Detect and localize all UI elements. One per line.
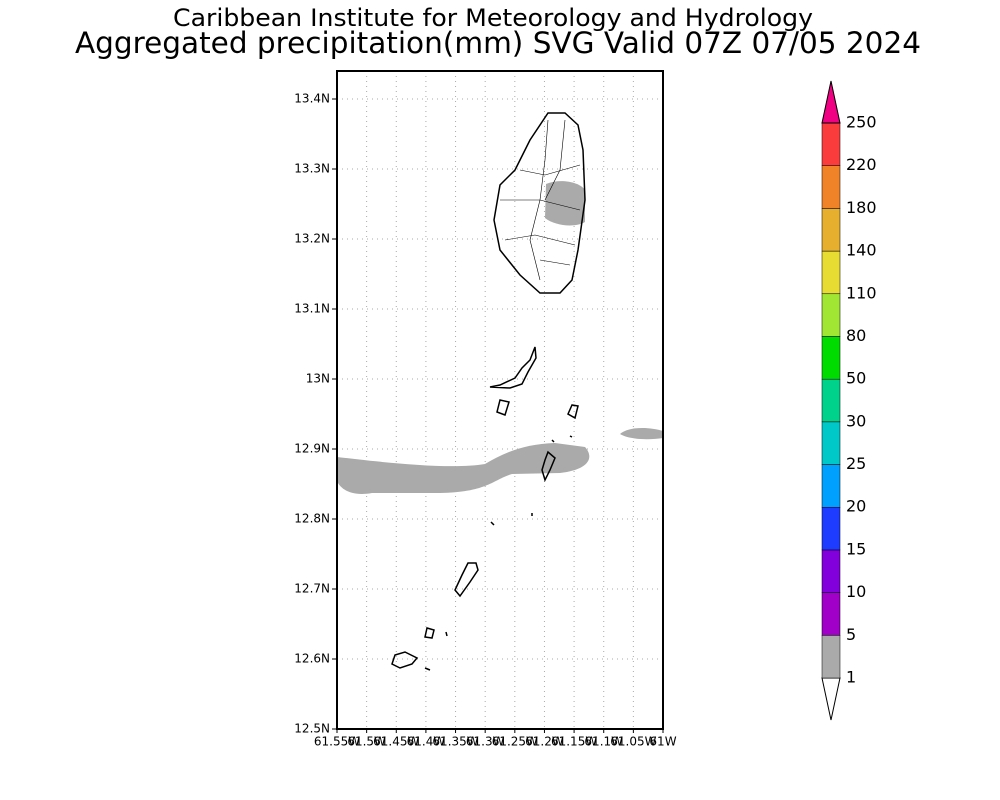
map-frame [336, 70, 664, 730]
colorbar-below [821, 677, 841, 721]
x-tick-label: 61.1W [584, 735, 623, 749]
y-tick-label: 12.8N [294, 512, 330, 526]
x-tick-label: 61.15W [551, 735, 597, 749]
island [496, 399, 510, 416]
y-tick-label: 13N [306, 372, 330, 386]
colorbar-segment [821, 464, 841, 508]
x-tick-label: 61.25W [492, 735, 538, 749]
rain-area [337, 443, 590, 494]
rain-area [620, 427, 663, 440]
island [391, 651, 419, 669]
colorbar-label: 80 [846, 326, 866, 345]
colorbar-above [821, 80, 841, 124]
y-tick-label: 12.7N [294, 582, 330, 596]
colorbar-segment [821, 208, 841, 252]
colorbar-label: 180 [846, 198, 877, 217]
colorbar-segment [821, 165, 841, 209]
island-valleys [500, 119, 581, 281]
subtitle: Aggregated precipitation(mm) SVG Valid 0… [75, 26, 921, 60]
colorbar-segment [821, 293, 841, 337]
y-tick-label: 13.1N [294, 302, 330, 316]
colorbar-label: 30 [846, 411, 866, 430]
colorbar-label: 220 [846, 155, 877, 174]
colorbar-segment [821, 549, 841, 593]
x-tick-label: 61.3W [466, 735, 505, 749]
colorbar-segment [821, 506, 841, 551]
x-tick-label: 61.45W [373, 735, 419, 749]
island [424, 435, 573, 671]
x-tick-label: 61.35W [432, 735, 478, 749]
colorbar-label: 20 [846, 497, 866, 516]
colorbar-label: 25 [846, 454, 866, 473]
island [424, 627, 435, 639]
rain-area [545, 181, 585, 226]
islands [391, 112, 586, 671]
island [567, 404, 579, 420]
y-tick-label: 13.4N [294, 92, 330, 106]
y-tick-label: 13.3N [294, 162, 330, 176]
colorbar-label: 140 [846, 241, 877, 260]
colorbar-label: 110 [846, 283, 877, 302]
title: Caribbean Institute for Meteorology and … [173, 4, 813, 32]
y-tick-label: 12.5N [294, 722, 330, 736]
colorbar-segment [821, 635, 841, 679]
colorbar-label: 5 [846, 625, 856, 644]
y-tick-label: 12.6N [294, 652, 330, 666]
x-tick-label: 61W [649, 735, 676, 749]
colorbar-segment [821, 122, 841, 166]
x-tick-label: 61.4W [407, 735, 446, 749]
island [454, 562, 479, 598]
colorbar-label: 10 [846, 582, 866, 601]
island [493, 112, 586, 294]
colorbar-label: 50 [846, 369, 866, 388]
island [541, 450, 556, 483]
island [489, 346, 537, 389]
colorbar-segment [821, 250, 841, 295]
colorbar-label: 250 [846, 113, 877, 132]
colorbar-label: 1 [846, 668, 856, 687]
colorbar-segment [821, 378, 841, 423]
colorbar-segment [821, 336, 841, 380]
y-tick-label: 13.2N [294, 232, 330, 246]
colorbar-label: 15 [846, 539, 866, 558]
colorbar-segment [821, 592, 841, 636]
x-tick-label: 61.05W [610, 735, 656, 749]
x-tick-label: 61.5W [347, 735, 386, 749]
y-tick-label: 12.9N [294, 442, 330, 456]
x-tick-label: 61.55W [314, 735, 360, 749]
colorbar-segment [821, 421, 841, 465]
x-tick-label: 61.2W [525, 735, 564, 749]
precipitation [337, 181, 663, 494]
